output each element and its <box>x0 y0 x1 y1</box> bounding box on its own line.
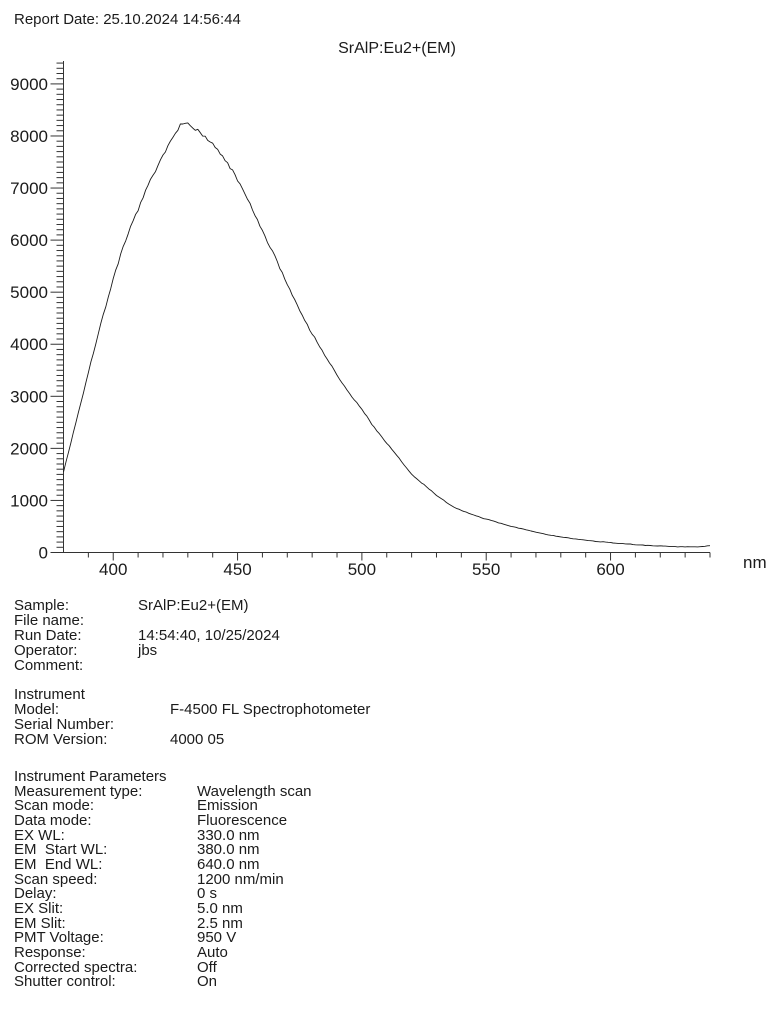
ex-wl-value: 330.0 nm <box>197 826 260 844</box>
x-tick-label: 550 <box>472 560 500 579</box>
em-end-wl-label: EM End WL: <box>14 855 103 873</box>
y-tick-label: 7000 <box>10 179 48 198</box>
operator-label: Operator: <box>14 642 78 659</box>
y-tick-label: 8000 <box>10 127 48 146</box>
y-tick-label: 4000 <box>10 335 48 354</box>
response-label: Response: <box>14 943 86 961</box>
ex-slit-label: EX Slit: <box>14 899 64 917</box>
pmt-voltage-label: PMT Voltage: <box>14 929 104 947</box>
sample-row: Sample: SrAlP:Eu2+(EM) <box>14 598 280 613</box>
em-start-wl-row: EM Start WL: 380.0 nm <box>14 841 312 859</box>
pmt-voltage-value: 950 V <box>197 929 237 947</box>
run-date-row: Run Date: 14:54:40, 10/25/2024 <box>14 628 280 643</box>
measurement-type-label: Measurement type: <box>14 782 143 800</box>
y-tick-label: 3000 <box>10 387 48 406</box>
run-date-label: Run Date: <box>14 627 82 644</box>
x-tick-label: 500 <box>348 560 376 579</box>
scan-mode-label: Scan mode: <box>14 797 95 815</box>
em-end-wl-value: 640.0 nm <box>197 855 260 873</box>
scan-mode-value: Emission <box>197 797 258 815</box>
y-tick-label: 6000 <box>10 231 48 250</box>
y-tick-label: 2000 <box>10 439 48 458</box>
data-mode-row: Data mode: Fluorescence <box>14 811 312 829</box>
delay-row: Delay: 0 s <box>14 885 312 903</box>
rom-version-row: ROM Version: 4000 05 <box>14 732 370 747</box>
report-date: Report Date: 25.10.2024 14:56:44 <box>14 11 241 28</box>
sample-value: SrAlP:Eu2+(EM) <box>138 597 249 614</box>
pmt-voltage-row: PMT Voltage: 950 V <box>14 929 312 947</box>
serial-number-row: Serial Number: <box>14 717 370 732</box>
chart-title: SrAlP:Eu2+(EM) <box>338 40 456 57</box>
delay-label: Delay: <box>14 885 57 903</box>
corrected-spectra-label: Corrected spectra: <box>14 958 138 976</box>
data-mode-label: Data mode: <box>14 811 92 829</box>
y-tick-label: 9000 <box>10 75 48 94</box>
comment-row: Comment: <box>14 658 280 673</box>
measurement-type-value: Wavelength scan <box>197 782 312 800</box>
sample-info-section: Sample: SrAlP:Eu2+(EM) File name: Run Da… <box>14 598 280 673</box>
scan-speed-value: 1200 nm/min <box>197 870 284 888</box>
rom-version-value: 4000 05 <box>170 731 225 748</box>
instrument-parameters-header: Instrument Parameters <box>14 768 167 785</box>
data-mode-value: Fluorescence <box>197 811 288 829</box>
model-value: F-4500 FL Spectrophotometer <box>170 701 371 718</box>
measurement-type-row: Measurement type: Wavelength scan <box>14 782 312 800</box>
scan-mode-row: Scan mode: Emission <box>14 797 312 815</box>
model-row: Model: F-4500 FL Spectrophotometer <box>14 702 370 717</box>
instrument-parameters-section: Instrument Parameters Measurement type: … <box>14 768 312 991</box>
y-tick-label: 5000 <box>10 283 48 302</box>
em-slit-label: EM Slit: <box>14 914 66 932</box>
x-axis-unit-label: nm <box>743 553 767 572</box>
emission-curve <box>63 122 711 548</box>
corrected-spectra-value: Off <box>197 958 217 976</box>
instrument-section-header: Instrument <box>14 686 85 703</box>
scan-speed-row: Scan speed: 1200 nm/min <box>14 870 312 888</box>
em-start-wl-value: 380.0 nm <box>197 841 260 859</box>
response-row: Response: Auto <box>14 943 312 961</box>
corrected-spectra-row: Corrected spectra: Off <box>14 958 312 976</box>
model-label: Model: <box>14 701 60 718</box>
rom-version-label: ROM Version: <box>14 731 108 748</box>
em-slit-value: 2.5 nm <box>197 914 243 932</box>
shutter-control-value: On <box>197 973 218 991</box>
response-value: Auto <box>197 943 228 961</box>
operator-value: jbs <box>138 642 158 659</box>
em-start-wl-label: EM Start WL: <box>14 841 108 859</box>
em-end-wl-row: EM End WL: 640.0 nm <box>14 855 312 873</box>
x-tick-label: 400 <box>99 560 127 579</box>
ex-wl-label: EX WL: <box>14 826 65 844</box>
y-tick-label: 1000 <box>10 491 48 510</box>
x-tick-label: 450 <box>223 560 251 579</box>
ex-slit-row: EX Slit: 5.0 nm <box>14 899 312 917</box>
file-name-label: File name: <box>14 612 85 629</box>
comment-label: Comment: <box>14 657 84 674</box>
emission-spectrum-chart: 0 1000 2000 3000 4000 5000 6000 7000 8000 9000 400… <box>10 61 711 579</box>
file-name-row: File name: <box>14 613 280 628</box>
run-date-value: 14:54:40, 10/25/2024 <box>138 627 280 644</box>
shutter-control-row: Shutter control: On <box>14 973 312 991</box>
ex-wl-row: EX WL: 330.0 nm <box>14 826 312 844</box>
ex-slit-value: 5.0 nm <box>197 899 243 917</box>
x-tick-label: 600 <box>596 560 624 579</box>
y-tick-label: 0 <box>39 544 48 563</box>
sample-label: Sample: <box>14 597 70 614</box>
delay-value: 0 s <box>197 885 218 903</box>
scan-speed-label: Scan speed: <box>14 870 98 888</box>
serial-number-label: Serial Number: <box>14 716 115 733</box>
shutter-control-label: Shutter control: <box>14 973 116 991</box>
instrument-section: Instrument Model: F-4500 FL Spectrophoto… <box>14 687 370 747</box>
operator-row: Operator: jbs <box>14 643 280 658</box>
em-slit-row: EM Slit: 2.5 nm <box>14 914 312 932</box>
